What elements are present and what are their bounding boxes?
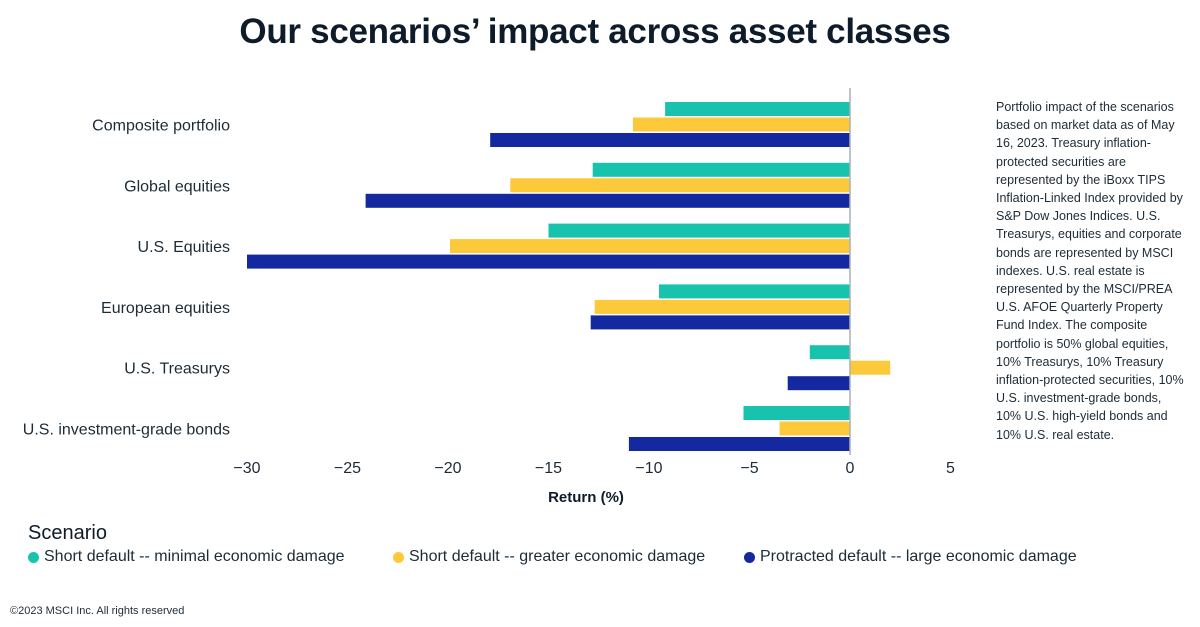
x-tick-label: 5 (946, 460, 955, 477)
legend-item-greater: Short default -- greater economic damage (393, 548, 705, 566)
x-tick-label: −10 (635, 460, 662, 477)
bar (247, 254, 850, 269)
legend-item-minimal: Short default -- minimal economic damage (28, 548, 345, 566)
legend-item-protracted: Protracted default -- large economic dam… (744, 548, 1077, 566)
copyright-footer: ©2023 MSCI Inc. All rights reserved (10, 605, 185, 617)
legend-swatch-protracted (744, 551, 755, 563)
x-tick-label: −30 (233, 460, 260, 477)
category-label: Composite portfolio (92, 118, 230, 135)
bar (779, 421, 850, 436)
bar (659, 284, 850, 299)
x-tick-label: −5 (740, 460, 758, 477)
legend-swatch-greater (393, 551, 404, 563)
bar-chart: Composite portfolio Global equities U.S. E… (23, 88, 955, 506)
bar (365, 193, 850, 208)
bar (548, 223, 850, 238)
bar (809, 345, 850, 360)
x-tick-label: −20 (434, 460, 461, 477)
legend-label-greater: Short default -- greater economic damage (409, 548, 706, 565)
bar (450, 239, 850, 254)
chart-footnote: Portfolio impact of the scenarios based … (996, 100, 1184, 442)
bar (510, 178, 850, 193)
legend-label-protracted: Protracted default -- large economic dam… (760, 548, 1077, 565)
bar (787, 376, 850, 391)
chart-title: Our scenarios’ impact across asset class… (239, 12, 951, 51)
x-tick-label: −25 (334, 460, 361, 477)
bar (743, 406, 850, 420)
category-label: Global equities (124, 178, 230, 195)
bar (632, 117, 850, 132)
bar (490, 133, 850, 147)
category-label: U.S. Treasurys (124, 361, 230, 378)
category-label: U.S. investment-grade bonds (23, 422, 230, 439)
bar (628, 437, 850, 451)
x-tick-label: 0 (846, 460, 855, 477)
legend-swatch-minimal (28, 551, 39, 563)
x-axis-label: Return (%) (548, 489, 624, 506)
legend-label-minimal: Short default -- minimal economic damage (44, 548, 345, 565)
legend-title: Scenario (28, 522, 107, 544)
bar (590, 315, 850, 330)
category-label: U.S. Equities (138, 239, 230, 256)
category-label: European equities (101, 300, 230, 317)
bar (594, 299, 850, 314)
bar (592, 162, 850, 177)
x-tick-label: −15 (535, 460, 562, 477)
bar (665, 102, 850, 116)
bar (850, 360, 891, 375)
